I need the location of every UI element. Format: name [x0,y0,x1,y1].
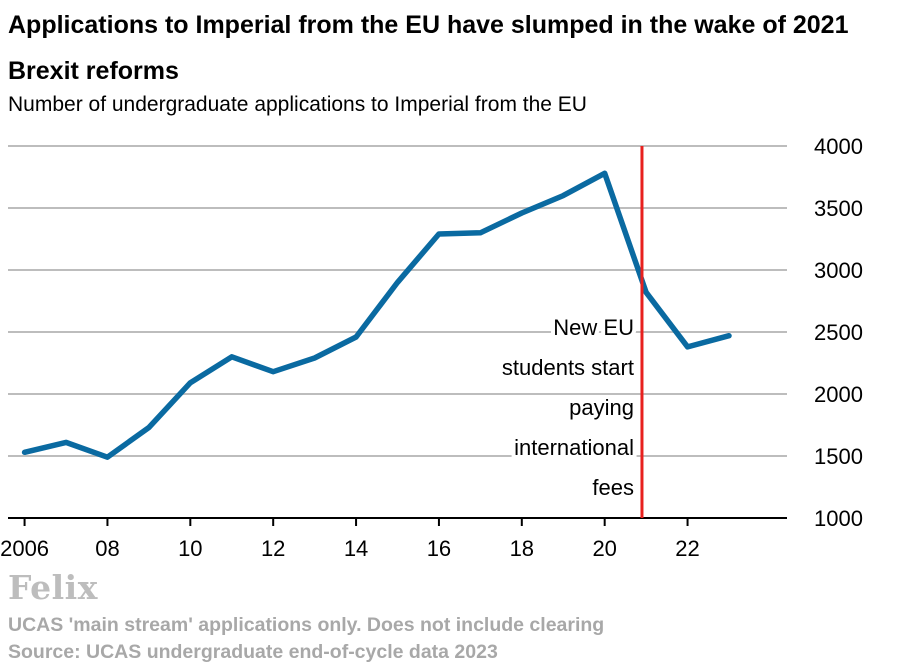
y-tick-label: 4000 [814,134,863,159]
y-tick-label: 3500 [814,196,863,221]
chart-title: Applications to Imperial from the EU hav… [8,11,849,85]
felix-logo: Felix [8,568,98,607]
x-tick-label: 20 [592,536,616,561]
annotation-text: fees [592,475,634,500]
y-tick-label: 2000 [814,382,863,407]
y-tick-label: 1000 [814,506,863,531]
annotation-text: New EU [553,315,634,340]
x-tick-label: 18 [510,536,534,561]
annotation-text: students start [502,355,634,380]
footnote: UCAS 'main stream' applications only. Do… [8,614,605,636]
annotation-text: international [514,435,634,460]
x-tick-label: 08 [95,536,119,561]
annotation-text: paying [569,395,634,420]
x-tick-label: 10 [178,536,202,561]
y-tick-label: 2500 [814,320,863,345]
x-tick-label: 16 [427,536,451,561]
x-tick-label: 22 [675,536,699,561]
source-note: Source: UCAS undergraduate end-of-cycle … [8,641,498,663]
chart-subtitle: Number of undergraduate applications to … [8,93,587,116]
y-tick-label: 1500 [814,444,863,469]
x-tick-label: 14 [344,536,368,561]
y-tick-label: 3000 [814,258,863,283]
series-line [21,170,732,460]
x-tick-label: 12 [261,536,285,561]
x-tick-label: 2006 [0,536,49,561]
